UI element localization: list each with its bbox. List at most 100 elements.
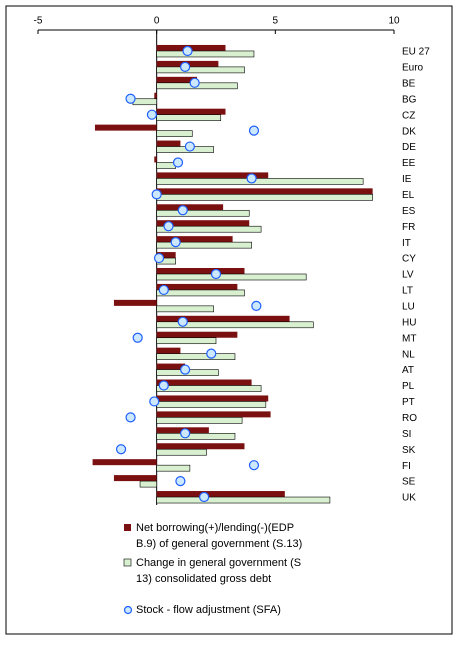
bar: [156, 464, 191, 472]
bar: [156, 443, 245, 450]
sfa-point: [251, 300, 262, 311]
sfa-point: [172, 157, 184, 168]
category-label: LT: [402, 286, 413, 297]
bar: [156, 496, 331, 504]
category-label: HU: [402, 317, 416, 328]
bar: [156, 209, 250, 217]
sfa-point: [146, 109, 158, 120]
category-label: EE: [402, 158, 416, 169]
bar: [156, 417, 243, 424]
category-label: CZ: [402, 110, 415, 121]
bar: [154, 156, 157, 163]
bar: [156, 268, 245, 274]
bar: [156, 236, 233, 243]
category-label: Euro: [402, 63, 424, 74]
sfa-point: [163, 221, 174, 232]
sfa-point: [115, 444, 127, 455]
bar: [156, 491, 285, 498]
legend-label: Stock - flow adjustment (SFA): [136, 604, 281, 616]
category-label: MT: [402, 333, 416, 344]
bar: [156, 172, 269, 179]
bar: [154, 92, 157, 99]
category-label: RO: [402, 413, 417, 424]
sfa-point: [180, 364, 191, 375]
x-tick-label: 0: [154, 16, 160, 27]
category-label: LU: [402, 302, 415, 313]
sfa-point: [199, 491, 210, 503]
legend-label: Change in general government (S 13) conso…: [136, 557, 301, 585]
sfa-point: [246, 173, 257, 184]
category-label: SK: [402, 445, 416, 456]
bar: [113, 299, 157, 306]
bar: [156, 331, 238, 338]
sfa-point: [248, 125, 260, 136]
bar: [156, 50, 255, 58]
legend-swatch: [123, 558, 132, 567]
bar: [156, 315, 290, 322]
sfa-point: [182, 45, 193, 57]
sfa-point: [153, 252, 165, 264]
sfa-point: [175, 476, 186, 487]
sfa-point: [149, 396, 160, 407]
legend-swatch: [123, 605, 133, 615]
bar: [156, 252, 176, 259]
sfa-point: [177, 205, 188, 216]
sfa-point: [180, 428, 191, 439]
bar: [156, 411, 271, 418]
bar: [156, 241, 252, 249]
bar: [156, 162, 176, 169]
bar: [156, 321, 314, 329]
category-label: UK: [402, 493, 416, 504]
bar: [156, 108, 226, 115]
category-label: AT: [402, 365, 414, 376]
bar: [156, 178, 364, 185]
bar: [156, 225, 262, 233]
category-label: DE: [402, 142, 416, 153]
bar: [113, 475, 157, 482]
sfa-point: [210, 268, 222, 280]
legend-label: Net borrowing(+)/lending(-)(EDP B.9) of g…: [136, 522, 302, 550]
bar: [156, 353, 236, 360]
sfa-point: [170, 237, 181, 248]
bar: [156, 283, 238, 290]
bar: [94, 124, 157, 131]
bar: [156, 395, 269, 402]
sfa-point: [125, 93, 136, 104]
sfa-point: [158, 284, 169, 296]
category-label: NL: [402, 349, 415, 360]
bar: [156, 289, 245, 297]
bar: [156, 76, 198, 83]
bar: [156, 379, 252, 386]
sfa-point: [180, 61, 191, 72]
bar: [156, 433, 236, 440]
sfa-point: [248, 460, 260, 471]
x-tick-label: 10: [388, 16, 400, 27]
bar: [156, 114, 222, 121]
bar: [156, 66, 245, 74]
bar: [156, 130, 193, 137]
sfa-point: [206, 348, 217, 359]
bar: [156, 347, 181, 354]
bar: [132, 98, 157, 106]
category-label: SE: [402, 477, 416, 488]
category-label: FR: [402, 222, 415, 233]
bar: [156, 204, 224, 211]
category-label: IE: [402, 174, 412, 185]
x-tick-label: 5: [273, 16, 279, 27]
bar: [156, 273, 307, 281]
sfa-point: [151, 189, 162, 200]
sfa-point: [132, 332, 143, 343]
bar: [156, 337, 217, 345]
bar: [156, 401, 267, 408]
category-label: PT: [402, 397, 415, 408]
x-tick-label: -5: [34, 16, 43, 27]
bar: [156, 194, 373, 201]
sfa-point: [177, 316, 188, 327]
bar: [139, 480, 157, 488]
category-label: BE: [402, 78, 416, 89]
sfa-point: [184, 141, 195, 152]
category-label: IT: [402, 238, 411, 249]
legend-swatch: [124, 524, 131, 531]
bar: [156, 140, 181, 147]
